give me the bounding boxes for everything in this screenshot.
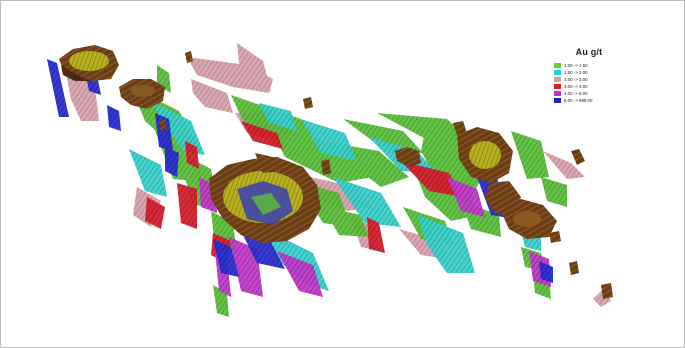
legend-title: Au g/t [575,47,603,57]
legend-item: 1.00 -> 1.50 [554,62,624,69]
grade-legend: Au g/t 1.00 -> 1.50 1.50 -> 2.00 2.00 ->… [554,47,624,104]
pit-shells [59,45,613,299]
legend-swatch [554,84,561,89]
legend-swatch [554,98,561,103]
legend-item: 3.00 -> 4.00 [554,83,624,90]
legend-item: 5.00 -> 999.00 [554,97,624,104]
legend-item: 4.00 -> 5.00 [554,90,624,97]
legend-label: 1.50 -> 2.00 [564,70,588,75]
legend-swatch [554,77,561,82]
legend-label: 1.00 -> 1.50 [564,63,588,68]
legend-swatch [554,91,561,96]
legend-label: 4.00 -> 5.00 [564,91,588,96]
legend-label: 2.00 -> 3.00 [564,77,588,82]
legend-item: 1.50 -> 2.00 [554,69,624,76]
legend-item: 2.00 -> 3.00 [554,76,624,83]
legend-swatch [554,70,561,75]
legend-swatch [554,63,561,68]
legend-label: 3.00 -> 4.00 [564,84,588,89]
legend-label: 5.00 -> 999.00 [564,98,593,103]
